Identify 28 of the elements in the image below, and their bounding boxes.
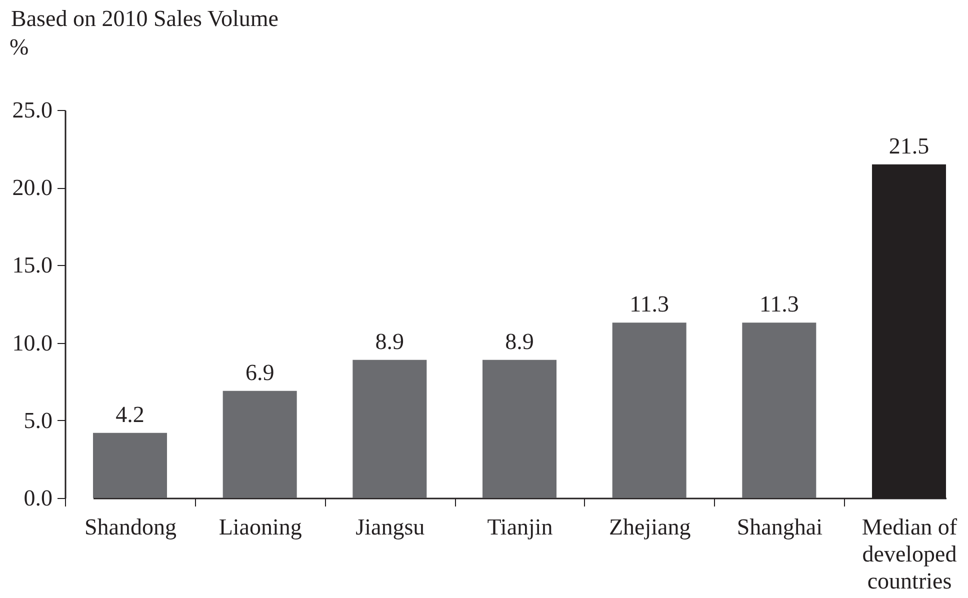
y-tick-label: 25.0: [12, 98, 52, 122]
y-axis-title: %: [10, 34, 29, 60]
data-label: 8.9: [375, 328, 404, 354]
bar: [93, 432, 168, 498]
y-tick-label: 5.0: [24, 408, 52, 433]
bar: [222, 390, 297, 498]
data-label: 21.5: [888, 133, 930, 158]
y-tick-label: 0.0: [24, 486, 52, 510]
data-label: 8.9: [505, 328, 534, 354]
y-tick-label: 10.0: [12, 330, 52, 356]
x-tick-label: Shandong: [84, 514, 177, 540]
data-label: 4.2: [116, 402, 144, 427]
bar: [742, 322, 816, 498]
x-tick-label: Shanghai: [736, 514, 822, 540]
bar: [612, 322, 686, 498]
bar: [482, 360, 556, 498]
x-tick-label: Median of developed countries: [862, 514, 958, 594]
data-label: 11.3: [630, 292, 670, 317]
x-tick-label: Liaoning: [218, 514, 302, 540]
chart-title: Based on 2010 Sales Volume: [11, 6, 278, 31]
x-tick-label: Jiangsu: [356, 514, 426, 540]
y-tick-label: 15.0: [12, 252, 52, 278]
data-label: 11.3: [759, 292, 799, 317]
x-tick-label: Zhejiang: [608, 514, 692, 540]
data-label: 6.9: [245, 360, 274, 385]
bar: [352, 360, 427, 498]
y-tick-label: 20.0: [12, 175, 52, 200]
x-tick-label: Tianjin: [487, 514, 554, 540]
